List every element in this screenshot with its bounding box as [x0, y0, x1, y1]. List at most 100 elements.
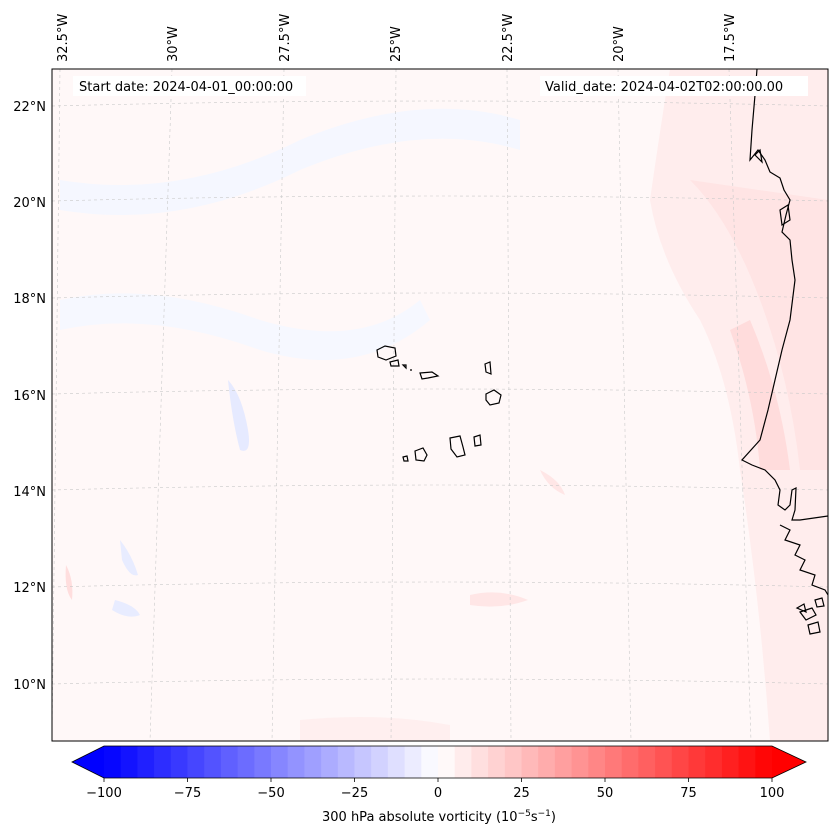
island-brava [402, 455, 409, 462]
colorbar-bin [538, 746, 556, 778]
colorbar-bin [554, 746, 572, 778]
colorbar-bin [287, 746, 305, 778]
lon-label-20w: 20°W [612, 26, 627, 62]
colorbar-bin [721, 746, 739, 778]
parallel-10n [52, 678, 828, 685]
coastline-mainland [741, 69, 828, 521]
colorbar-ticks: −100 −75 −50 −25 0 25 50 75 100 [86, 778, 784, 801]
lat-label-18n: 18°N [13, 292, 46, 307]
colorbar-bin [321, 746, 339, 778]
colorbar-tick-label: 50 [597, 786, 614, 801]
colorbar-bin [638, 746, 656, 778]
lat-label-14n: 14°N [13, 485, 46, 500]
lon-label-32.5w: 32.5°W [56, 14, 71, 62]
colorbar-bin [204, 746, 222, 778]
meridian-30w [149, 69, 173, 741]
colorbar-tick-label: −25 [341, 786, 368, 801]
lon-label-27.5w: 27.5°W [278, 14, 293, 62]
colorbar-bin [605, 746, 623, 778]
colorbar-label: 300 hPa absolute vorticity (10−5s−1) [322, 809, 556, 825]
positive-vorticity-blob-2 [65, 565, 73, 600]
bijagos-island-3 [814, 597, 825, 608]
negative-vorticity-blob-2 [120, 540, 138, 576]
vorticity-field [60, 69, 828, 741]
colorbar-bin [187, 746, 205, 778]
colorbar-bin [104, 746, 122, 778]
colorbar-bin [655, 746, 673, 778]
island-coast-2 [754, 148, 763, 164]
map-frame [51, 68, 829, 742]
island-fogo [414, 447, 428, 462]
island-maio [473, 434, 482, 447]
lon-label-25w: 25°W [389, 26, 404, 62]
colorbar-bin [438, 746, 456, 778]
island-sal [484, 361, 492, 375]
cape-verde-islands [376, 345, 502, 462]
colorbar-bin [304, 746, 322, 778]
parallel-12n [52, 581, 828, 588]
parallel-14n [52, 484, 828, 491]
lat-label-10n: 10°N [13, 678, 46, 693]
parallel-20n [52, 195, 828, 202]
colorbar-bin [387, 746, 405, 778]
colorbar-bin [137, 746, 155, 778]
latitude-labels: 22°N 20°N 18°N 16°N 14°N 12°N 10°N [13, 100, 46, 693]
negative-vorticity-band-2 [60, 293, 430, 360]
lat-label-20n: 20°N [13, 196, 46, 211]
lon-label-30w: 30°W [166, 26, 181, 62]
colorbar-bin [154, 746, 172, 778]
positive-vorticity-blob-1 [470, 592, 528, 607]
colorbar-bin [471, 746, 489, 778]
lon-label-22.5w: 22.5°W [501, 14, 516, 62]
colorbar-tick-label: −50 [257, 786, 284, 801]
map-panel [52, 69, 828, 741]
coastline-guinea [779, 524, 828, 596]
meridian-27.5w [271, 69, 285, 741]
island-santiago [449, 435, 466, 458]
colorbar-bin [671, 746, 689, 778]
island-coast-1 [779, 203, 791, 227]
valid-date-box [540, 76, 808, 96]
colorbar-bin [488, 746, 506, 778]
negative-vorticity-band-1 [60, 108, 520, 215]
positive-vorticity-core [690, 180, 828, 470]
colorbar-bin [521, 746, 539, 778]
bijagos-island-2 [807, 621, 821, 635]
graticule [52, 69, 828, 741]
lat-label-22n: 22°N [13, 100, 46, 115]
colorbar-bin [588, 746, 606, 778]
colorbar-bin [170, 746, 188, 778]
coastline [741, 69, 828, 635]
colorbar-bin [454, 746, 472, 778]
bijagos-island-1 [799, 607, 817, 621]
colorbar-bin [705, 746, 723, 778]
negative-vorticity-blob-3 [112, 600, 140, 617]
colorbar-bin [254, 746, 272, 778]
meridian-25w [390, 69, 397, 741]
island-santa-luzia [401, 364, 407, 370]
colorbar-tick-label: −100 [86, 786, 122, 801]
island-boa-vista [485, 389, 502, 406]
colorbar-bin [354, 746, 372, 778]
colorbar-tick-label: 0 [434, 786, 442, 801]
colorbar-bin [120, 746, 138, 778]
island-sao-vicente [389, 359, 400, 367]
valid-date-label: Valid_date: 2024-04-02T02:00:00.00 [545, 80, 783, 95]
colorbar-bin [371, 746, 389, 778]
parallel-16n [52, 388, 828, 395]
lon-label-17.5w: 17.5°W [723, 14, 738, 62]
start-date-label: Start date: 2024-04-01_00:00:00 [79, 80, 293, 95]
parallel-22n [52, 100, 828, 107]
colorbar-bin [504, 746, 522, 778]
longitude-labels: 32.5°W 30°W 27.5°W 25°W 22.5°W 20°W 17.5… [56, 14, 738, 62]
colorbar-low-extend [72, 746, 104, 778]
start-date-box [73, 76, 306, 96]
negative-vorticity-blob-1 [228, 380, 249, 451]
island-sao-nicolau [419, 371, 440, 380]
colorbar-tick-label: −75 [174, 786, 201, 801]
colorbar-tick-label: 75 [680, 786, 697, 801]
meridian-22.5w [506, 69, 512, 741]
colorbar-bin [421, 746, 439, 778]
meridian-17.5w [728, 69, 752, 741]
colorbar-high-extend [772, 746, 806, 778]
